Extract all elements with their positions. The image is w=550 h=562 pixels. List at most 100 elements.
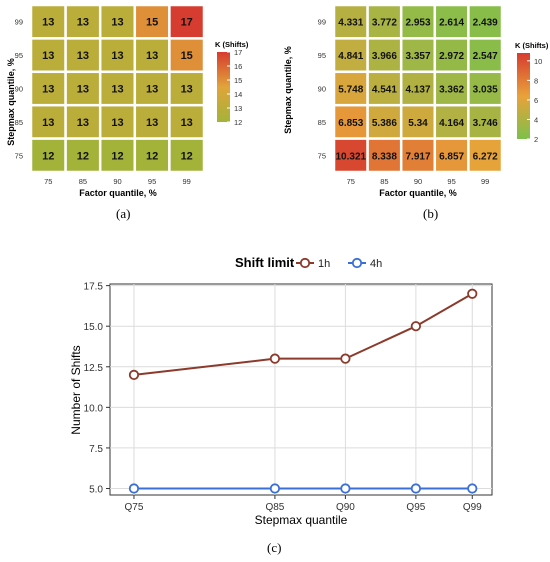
heatmap-cell: [467, 3, 504, 40]
heatmap-a: Stepmax quantile, % Factor quantile, % 1…: [6, 3, 249, 198]
colorbar-tick-label: 10: [534, 57, 542, 66]
cell-value-label: 13: [111, 117, 123, 129]
legend-title: K (Shifts): [515, 41, 549, 50]
colorbar-tick-label: 15: [234, 76, 242, 85]
colorbar-tick-label: 14: [234, 90, 242, 99]
cell-value-label: 13: [111, 17, 123, 29]
data-point: [269, 483, 281, 494]
legend-key: [351, 257, 363, 269]
cell-value-label: 13: [146, 117, 158, 129]
data-point: [128, 483, 140, 494]
heatmap-cell: [467, 70, 504, 107]
cell-value-label: 7.917: [405, 151, 430, 162]
x-tick-label: Q85: [265, 502, 284, 513]
heatmap-cell: [168, 37, 206, 74]
y-axis-label: Number of Shifts: [69, 345, 83, 434]
data-point: [410, 483, 421, 494]
y-tick-label: 17.5: [84, 282, 104, 293]
cell-value-label: 13: [111, 84, 123, 96]
x-tick-label: 75: [44, 177, 52, 186]
y-tick-label: 12.5: [84, 363, 104, 374]
data-point: [340, 353, 351, 364]
cell-value-label: 6.853: [338, 118, 363, 129]
x-tick-label: 90: [113, 177, 121, 186]
cell-value-label: 12: [146, 150, 158, 162]
cell-value-label: 3.035: [473, 85, 498, 96]
cell-value-label: 8.338: [372, 151, 397, 162]
x-tick-label: 95: [148, 177, 156, 186]
y-tick-label: 5.0: [89, 485, 103, 496]
heatmap-cell: [98, 37, 137, 74]
cell-value-label: 13: [77, 17, 89, 29]
data-point: [128, 369, 140, 380]
data-point: [467, 288, 478, 299]
heatmap-cell: [366, 137, 403, 174]
y-tick-label: 10.0: [84, 403, 104, 414]
x-axis-label: Factor quantile, %: [379, 188, 457, 198]
legend: Shift limit 1h 4h: [235, 255, 382, 270]
x-tick-label: 90: [414, 177, 422, 186]
cell-value-label: 6.272: [473, 151, 498, 162]
cell-value-label: 6.857: [439, 151, 464, 162]
y-tick-label: 95: [318, 51, 326, 60]
cell-value-label: 5.34: [408, 118, 428, 129]
y-tick-label: 75: [15, 151, 23, 160]
colorbar-tick-label: 8: [534, 76, 538, 85]
colorbar-tick-label: 16: [234, 62, 242, 71]
cell-value-label: 13: [42, 84, 54, 96]
cell-value-label: 5.748: [338, 85, 363, 96]
cell-value-label: 13: [77, 50, 89, 62]
x-tick-label: 99: [481, 177, 489, 186]
cell-value-label: 3.362: [439, 85, 464, 96]
cell-value-label: 15: [181, 50, 193, 62]
heatmap-cell: [467, 137, 504, 174]
cell-value-label: 12: [111, 150, 123, 162]
cell-value-label: 10.321: [336, 151, 367, 162]
panel-label-a: (a): [116, 206, 131, 221]
x-tick-label: Q75: [125, 502, 144, 513]
cell-value-label: 13: [42, 50, 54, 62]
cell-value-label: 2.953: [405, 18, 430, 29]
cell-value-label: 4.137: [405, 85, 430, 96]
y-tick-label: 95: [15, 51, 23, 60]
cell-value-label: 13: [181, 84, 193, 96]
cell-value-label: 2.547: [473, 51, 498, 62]
data-point: [410, 321, 421, 332]
heatmap-cell: [29, 137, 67, 174]
heatmap-cell: [399, 70, 437, 107]
cell-value-label: 13: [111, 50, 123, 62]
heatmap-cell: [366, 3, 403, 40]
heatmap-cell: [332, 70, 369, 107]
heatmap-cell: [433, 137, 470, 174]
x-tick-label: Q99: [463, 502, 482, 513]
colorbar: [517, 53, 530, 139]
heatmap-b: Stepmax quantile, % Factor quantile, % 4…: [283, 3, 549, 198]
x-tick-label: 99: [183, 177, 191, 186]
legend-key: [299, 257, 311, 269]
cell-value-label: 13: [146, 84, 158, 96]
x-tick-label: 85: [79, 177, 87, 186]
y-tick-label: 99: [318, 18, 326, 27]
x-tick-label: 95: [447, 177, 455, 186]
legend-title: Shift limit: [235, 255, 295, 270]
colorbar-tick-label: 2: [534, 135, 538, 144]
colorbar-tick-label: 12: [234, 118, 242, 127]
x-tick-label: 85: [380, 177, 388, 186]
x-axis-label: Factor quantile, %: [79, 188, 157, 198]
data-point: [340, 483, 351, 494]
cell-value-label: 4.841: [338, 51, 363, 62]
heatmap-cell: [133, 103, 171, 140]
cell-value-label: 2.614: [439, 18, 464, 29]
colorbar: [217, 52, 230, 122]
cell-value-label: 13: [42, 17, 54, 29]
cell-value-label: 4.331: [338, 18, 363, 29]
line-chart-c: Shift limit 1h 4h 5.07.510.012.515.017.5 …: [69, 255, 493, 527]
y-tick-label: 90: [15, 85, 23, 94]
colorbar-tick-label: 6: [534, 96, 538, 105]
legend-entry-label: 1h: [318, 258, 330, 270]
y-axis-label: Stepmax quantile, %: [283, 46, 293, 134]
y-axis-label: Stepmax quantile, %: [6, 58, 16, 146]
cell-value-label: 13: [77, 117, 89, 129]
colorbar-tick-label: 4: [534, 115, 538, 124]
cell-value-label: 13: [181, 117, 193, 129]
